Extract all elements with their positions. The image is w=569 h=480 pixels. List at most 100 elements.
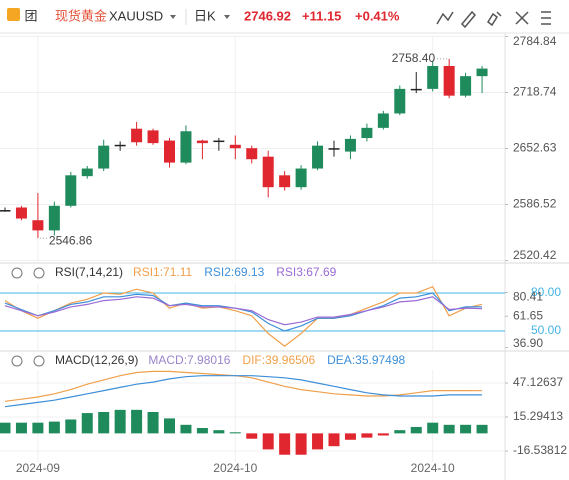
legend-entry: RSI2:69.13 xyxy=(204,265,264,279)
x-tick-label: 2024-10 xyxy=(213,461,257,475)
candle-body xyxy=(114,144,126,147)
brush-tool[interactable] xyxy=(486,11,502,27)
period[interactable]: 日K xyxy=(194,8,216,23)
pane-title: MACD(12,26,9) xyxy=(55,353,138,367)
candle-body xyxy=(246,148,258,160)
change: +11.15 xyxy=(302,8,341,23)
candle-body xyxy=(312,145,324,169)
legend-entry: RSI1:71.11 xyxy=(133,265,192,279)
y-tick-label: -16.53812 xyxy=(513,443,567,457)
macd-bar xyxy=(427,422,439,434)
candle-body xyxy=(279,175,291,188)
macd-bar xyxy=(410,426,422,434)
change-percent: +0.41% xyxy=(355,8,400,23)
candle-body xyxy=(0,210,11,212)
reference-label: 50.00 xyxy=(531,323,561,337)
symbol-icon xyxy=(7,8,20,21)
candle-body xyxy=(32,220,44,231)
settings-tool[interactable] xyxy=(541,11,551,25)
legend-entry: MACD:7.98016 xyxy=(148,353,230,367)
candle-body xyxy=(427,65,439,89)
macd-bar xyxy=(32,422,44,434)
candle-body xyxy=(344,138,356,152)
high-label: 2758.40 xyxy=(392,51,436,65)
candle-body xyxy=(377,113,389,128)
macd-bar xyxy=(328,433,340,447)
candle-body xyxy=(229,144,241,149)
macd-bar xyxy=(460,424,472,434)
macd-bar xyxy=(229,432,241,434)
indicator-line xyxy=(4,285,483,347)
symbol-code[interactable]: XAUUSD xyxy=(109,8,163,23)
macd-bar xyxy=(196,428,208,434)
symbol-name[interactable]: 现货黄金 xyxy=(55,8,107,23)
y-tick-label: 36.90 xyxy=(513,336,543,350)
indicator-line xyxy=(4,296,483,326)
pane-title: RSI(7,14,21) xyxy=(55,265,123,279)
macd-bar xyxy=(81,413,93,434)
price: 2746.92 xyxy=(244,8,291,23)
candle-body xyxy=(196,140,208,144)
macd-bar xyxy=(344,433,356,440)
candle-body xyxy=(262,156,274,188)
y-tick-label: 2520.42 xyxy=(513,248,557,262)
macd-bar xyxy=(15,422,27,434)
legend-entry: DIF:39.96506 xyxy=(242,353,315,367)
y-tick-label: 15.29413 xyxy=(513,409,563,423)
candle-body xyxy=(65,175,77,206)
candle-body xyxy=(328,148,340,150)
macd-bar xyxy=(98,411,110,434)
macd-bar xyxy=(147,411,159,434)
candle-body xyxy=(180,131,192,163)
y-tick-label: 2652.63 xyxy=(513,141,557,155)
macd-bar xyxy=(394,430,406,434)
candle-body xyxy=(15,207,27,219)
macd-bar xyxy=(213,430,225,434)
icon-text: 团 xyxy=(24,8,37,23)
x-tick-label: 2024-09 xyxy=(16,461,60,475)
candle-body xyxy=(295,168,307,188)
candle-body xyxy=(213,140,225,143)
expand-tool[interactable] xyxy=(515,11,529,25)
candle-body xyxy=(443,65,455,96)
candle-body xyxy=(48,205,60,231)
candle-body xyxy=(147,130,159,144)
candle-body xyxy=(98,145,110,169)
macd-bar xyxy=(295,433,307,455)
candle-body xyxy=(394,88,406,114)
y-tick-label: 2586.52 xyxy=(513,197,557,211)
dropdown-arrow[interactable] xyxy=(224,15,230,19)
macd-bar xyxy=(180,424,192,434)
y-tick-label: 2784.84 xyxy=(513,34,557,48)
settings-icon[interactable] xyxy=(33,267,45,279)
y-tick-label: 47.12637 xyxy=(513,375,563,389)
dropdown-arrow[interactable] xyxy=(170,15,176,19)
macd-bar xyxy=(164,418,175,434)
macd-bar xyxy=(131,409,143,434)
candle-body xyxy=(410,88,422,91)
draw-tool[interactable] xyxy=(436,11,454,25)
candle-body xyxy=(476,68,488,77)
toolbar xyxy=(436,10,551,29)
candle-body xyxy=(81,168,93,177)
hide-icon[interactable] xyxy=(11,267,23,279)
candle-body xyxy=(131,128,143,143)
y-tick-label: 2718.74 xyxy=(513,85,557,99)
candle-body xyxy=(460,76,472,96)
pen-tool[interactable] xyxy=(460,10,477,29)
legend-entry: DEA:35.97498 xyxy=(327,353,405,367)
macd-bar xyxy=(65,419,77,434)
macd-bar xyxy=(377,433,389,436)
macd-bar xyxy=(262,433,274,450)
indicator-line xyxy=(4,375,482,408)
macd-bar xyxy=(48,421,60,434)
hide-icon[interactable] xyxy=(11,355,23,367)
macd-bar xyxy=(476,424,488,434)
settings-icon[interactable] xyxy=(33,355,45,367)
legend-entry: RSI3:67.69 xyxy=(276,265,336,279)
candle-body xyxy=(361,127,373,139)
macd-bar xyxy=(114,409,126,434)
x-tick-label: 2024-10 xyxy=(411,461,455,475)
